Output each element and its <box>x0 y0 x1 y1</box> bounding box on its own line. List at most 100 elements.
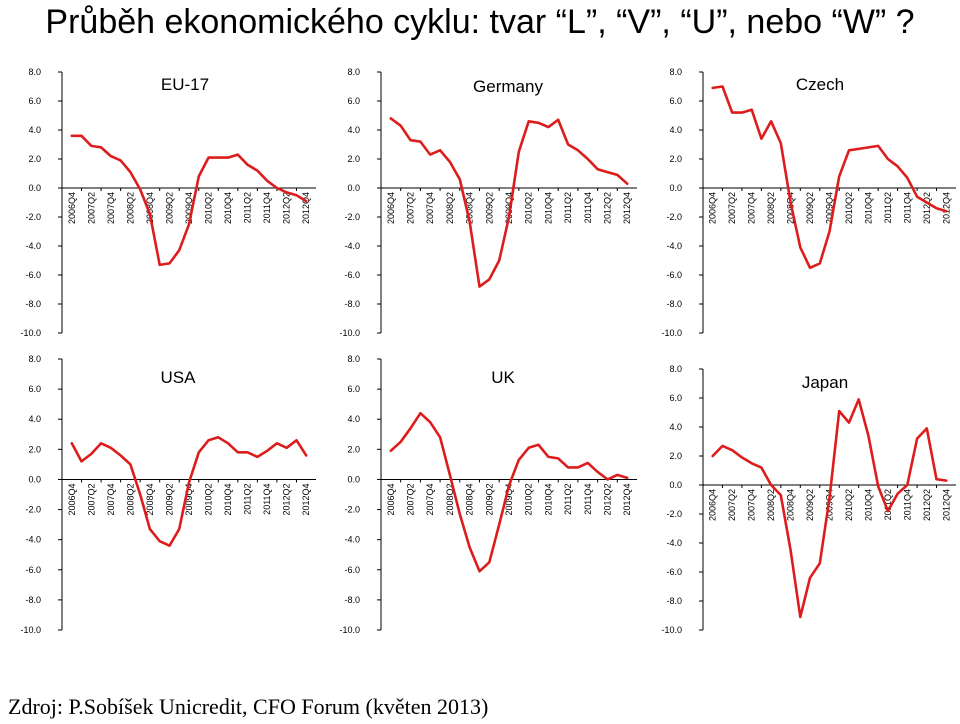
y-tick-label: -6.0 <box>344 565 360 575</box>
y-tick-label: -8.0 <box>344 299 360 309</box>
x-tick-label: 2010Q4 <box>543 192 553 224</box>
x-tick-label: 2009Q4 <box>184 483 194 515</box>
x-tick-label: 2012Q2 <box>922 192 932 224</box>
chart-title: Germany <box>473 77 543 96</box>
y-tick-label: 2.0 <box>347 154 360 164</box>
chart-title: EU-17 <box>161 75 209 94</box>
x-tick-label: 2012Q4 <box>941 489 951 521</box>
x-tick-label: 2009Q4 <box>504 192 514 224</box>
x-tick-label: 2011Q4 <box>262 483 272 514</box>
x-tick-label: 2007Q4 <box>106 192 116 224</box>
x-tick-label: 2010Q4 <box>863 489 873 521</box>
x-tick-label: 2011Q2 <box>243 192 253 223</box>
y-tick-label: -8.0 <box>25 299 41 309</box>
y-tick-label: -10.0 <box>661 328 682 338</box>
x-tick-label: 2010Q2 <box>844 489 854 521</box>
y-tick-label: 0.0 <box>28 474 41 484</box>
chart-title: Czech <box>796 75 844 94</box>
y-tick-label: -6.0 <box>666 270 682 280</box>
chart-title: USA <box>161 368 197 387</box>
x-tick-label: 2009Q2 <box>164 483 174 515</box>
y-tick-label: -10.0 <box>661 625 682 635</box>
y-tick-label: 0.0 <box>669 183 682 193</box>
y-tick-label: -6.0 <box>25 565 41 575</box>
y-tick-label: -2.0 <box>25 505 41 515</box>
x-tick-label: 2011Q2 <box>563 483 573 514</box>
x-tick-label: 2012Q4 <box>622 483 632 515</box>
x-tick-label: 2007Q4 <box>747 192 757 224</box>
series-line <box>70 134 308 267</box>
x-tick-label: 2008Q2 <box>445 483 455 515</box>
x-tick-label: 2010Q4 <box>543 483 553 515</box>
x-tick-label: 2012Q2 <box>602 192 612 224</box>
y-tick-label: 0.0 <box>669 480 682 490</box>
x-tick-label: 2006Q4 <box>386 192 396 224</box>
y-tick-label: 4.0 <box>28 414 41 424</box>
x-tick-label: 2006Q4 <box>67 483 77 515</box>
y-tick-label: -8.0 <box>344 595 360 605</box>
y-tick-label: -2.0 <box>344 212 360 222</box>
x-tick-label: 2012Q4 <box>301 483 311 515</box>
y-tick-label: -4.0 <box>25 241 41 251</box>
y-tick-label: 4.0 <box>347 414 360 424</box>
x-tick-label: 2011Q2 <box>883 489 893 520</box>
y-tick-label: 2.0 <box>347 444 360 454</box>
x-tick-label: 2010Q2 <box>524 192 534 224</box>
chart-panel-1: Germany 8.0 6.0 4.0 2.0 0.0 -2.0 -4.0 -6.0 -8.0 -1… <box>339 67 637 338</box>
y-tick-label: 8.0 <box>347 354 360 364</box>
page-title: Průběh ekonomického cyklu: tvar “L”, “V”… <box>45 3 915 41</box>
y-tick-label: 8.0 <box>669 364 682 374</box>
x-tick-label: 2008Q2 <box>766 192 776 224</box>
x-tick-label: 2007Q4 <box>425 483 435 515</box>
chart-panel-3: USA 8.0 6.0 4.0 2.0 0.0 -2.0 -4.0 -6.0 -8.0 -10.0 2… <box>20 354 316 635</box>
y-tick-label: -4.0 <box>666 538 682 548</box>
x-tick-label: 2009Q4 <box>504 483 514 515</box>
y-tick-label: -10.0 <box>339 625 360 635</box>
x-tick-label: 2006Q4 <box>708 192 718 224</box>
x-tick-label: 2009Q2 <box>805 489 815 521</box>
x-tick-label: 2008Q2 <box>125 192 135 224</box>
x-tick-label: 2012Q4 <box>301 192 311 224</box>
chart-panel-5: Japan 8.0 6.0 4.0 2.0 0.0 -2.0 -4.0 -6.0 -8.0 -10.… <box>661 364 956 635</box>
x-tick-label: 2011Q4 <box>902 489 912 520</box>
y-tick-label: -10.0 <box>20 328 41 338</box>
x-tick-label: 2007Q4 <box>747 489 757 521</box>
y-tick-label: 4.0 <box>669 422 682 432</box>
y-tick-label: 4.0 <box>28 125 41 135</box>
x-tick-label: 2010Q2 <box>204 483 214 515</box>
x-tick-label: 2011Q2 <box>883 192 893 223</box>
series-line <box>711 85 948 270</box>
y-tick-label: 8.0 <box>669 67 682 77</box>
x-tick-label: 2012Q2 <box>282 192 292 224</box>
x-tick-label: 2008Q4 <box>145 483 155 515</box>
y-tick-label: 6.0 <box>669 393 682 403</box>
chart-title: Japan <box>802 373 848 392</box>
y-tick-label: -4.0 <box>344 241 360 251</box>
chart-title: UK <box>491 368 515 387</box>
series-line <box>711 398 948 619</box>
x-tick-label: 2010Q2 <box>204 192 214 224</box>
y-tick-label: 2.0 <box>669 451 682 461</box>
y-tick-label: 6.0 <box>347 96 360 106</box>
x-tick-label: 2012Q2 <box>282 483 292 515</box>
series-line <box>389 117 629 288</box>
x-tick-label: 2009Q2 <box>164 192 174 224</box>
y-tick-label: -4.0 <box>666 241 682 251</box>
y-tick-label: 6.0 <box>28 96 41 106</box>
y-tick-label: 0.0 <box>347 183 360 193</box>
x-tick-label: 2006Q4 <box>67 192 77 224</box>
y-tick-label: -2.0 <box>25 212 41 222</box>
y-tick-label: -8.0 <box>25 595 41 605</box>
x-tick-label: 2012Q2 <box>602 483 612 515</box>
x-tick-label: 2006Q4 <box>386 483 396 515</box>
x-tick-label: 2010Q4 <box>223 192 233 224</box>
x-tick-label: 2008Q4 <box>465 483 475 515</box>
x-tick-label: 2010Q2 <box>844 192 854 224</box>
x-tick-label: 2007Q4 <box>425 192 435 224</box>
x-tick-label: 2007Q2 <box>727 489 737 521</box>
y-tick-label: -10.0 <box>339 328 360 338</box>
x-tick-label: 2006Q4 <box>708 489 718 521</box>
x-tick-label: 2012Q2 <box>922 489 932 521</box>
x-tick-label: 2007Q4 <box>106 483 116 515</box>
series-line <box>70 435 308 548</box>
